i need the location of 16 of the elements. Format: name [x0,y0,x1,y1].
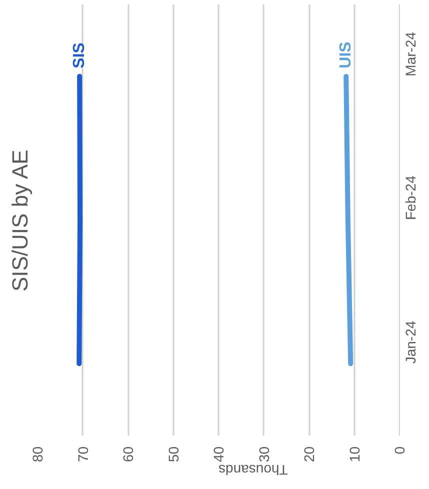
text: UIS [338,41,355,68]
x-tick-label: 0 [392,446,408,454]
x-tick-label: 60 [120,446,136,462]
x-axis-title: Thousands [218,462,288,478]
x-tick-label: 80 [30,446,46,462]
x-tick-label: 40 [210,446,226,462]
x-tick-label: 10 [346,446,362,462]
x-tick-label: 20 [301,446,317,462]
x-tick-label: 30 [256,446,272,462]
text: SIS [71,42,88,68]
y-tick-label: Mar-24 [402,32,418,76]
x-tick-label: 70 [74,446,91,462]
y-tick-label: Feb-24 [402,175,418,220]
y-tick-label: Jan-24 [402,320,418,364]
text: SIS/UIS by AE [8,150,32,292]
x-tick-label: 50 [165,446,182,462]
